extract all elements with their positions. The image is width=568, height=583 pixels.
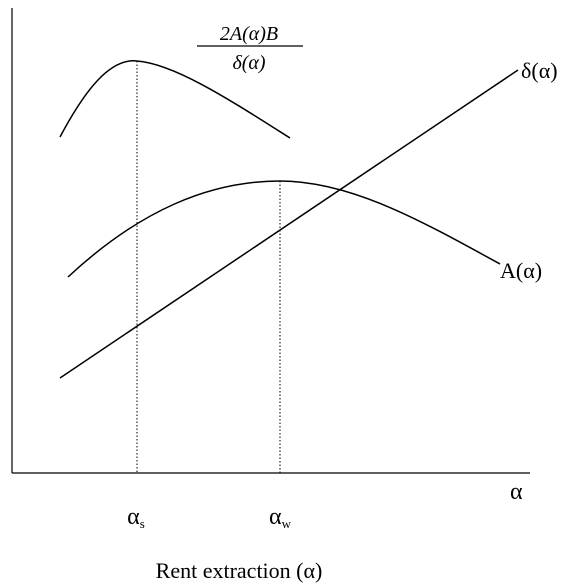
a-alpha-label: A(α) [500, 258, 542, 283]
tick-alpha-w: αw [269, 504, 292, 531]
x-axis-symbol: α [510, 479, 523, 505]
a-alpha-curve [67, 180, 501, 278]
tick-alpha-w-base: α [269, 504, 282, 530]
delta-alpha-line [59, 69, 519, 379]
formula-numerator: 2A(α)B [220, 23, 278, 45]
tick-alpha-s-sub: s [140, 516, 145, 531]
tick-alpha-s: αs [127, 504, 145, 531]
x-axis-title: Rent extraction (α) [156, 558, 323, 583]
formula-denominator: δ(α) [232, 52, 265, 74]
tick-alpha-s-base: α [127, 504, 140, 530]
tick-alpha-w-sub: w [282, 516, 292, 531]
delta-alpha-label: δ(α) [521, 58, 558, 83]
ratio-curve [59, 60, 291, 139]
